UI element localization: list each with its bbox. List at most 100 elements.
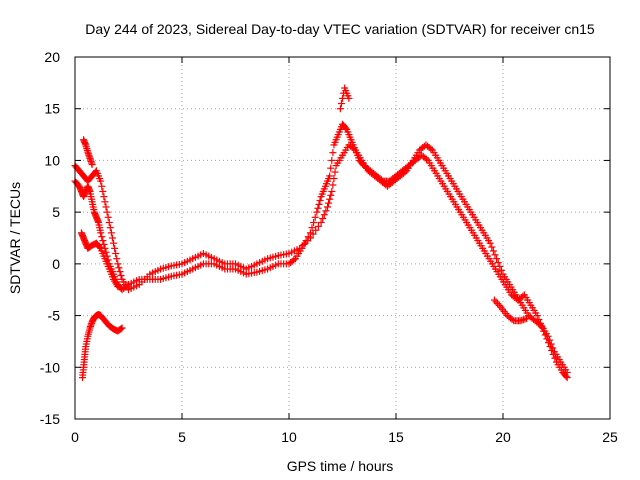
data-point: [492, 298, 500, 306]
data-points: [71, 84, 571, 382]
y-tick-label: -15: [40, 411, 60, 427]
x-tick-label: 5: [178, 429, 186, 445]
data-point: [309, 230, 317, 238]
data-point: [494, 259, 502, 267]
data-point: [96, 243, 104, 251]
data-point: [322, 207, 330, 215]
data-point: [523, 315, 531, 323]
data-point: [489, 247, 497, 255]
data-point: [104, 213, 112, 221]
data-point: [314, 222, 322, 230]
data-point: [99, 237, 107, 245]
data-point: [310, 218, 318, 226]
data-point: [111, 244, 119, 252]
data-point: [547, 340, 555, 348]
data-point: [118, 324, 126, 332]
data-point: [105, 218, 113, 226]
data-point: [117, 325, 125, 333]
data-point: [496, 262, 504, 270]
data-point: [98, 233, 106, 241]
y-tick-label: 20: [44, 49, 60, 65]
data-point: [486, 239, 494, 247]
data-point: [320, 211, 328, 219]
data-point: [422, 155, 430, 163]
data-point: [533, 312, 541, 320]
data-point: [102, 203, 110, 211]
data-point: [325, 199, 333, 207]
y-tick-label: 0: [52, 256, 60, 272]
data-point: [317, 218, 325, 226]
data-point: [103, 208, 111, 216]
data-point: [100, 240, 108, 248]
x-tick-label: 10: [281, 429, 297, 445]
data-point: [544, 332, 552, 340]
data-point: [519, 292, 527, 300]
data-point: [100, 193, 108, 201]
data-point: [508, 315, 516, 323]
data-point: [330, 175, 338, 183]
data-point: [108, 234, 116, 242]
data-point: [113, 255, 121, 263]
grid-lines: [75, 57, 610, 419]
data-point: [546, 336, 554, 344]
x-tick-label: 25: [602, 429, 618, 445]
y-tick-label: 5: [52, 204, 60, 220]
data-point: [324, 203, 332, 211]
data-point: [490, 296, 498, 304]
data-point: [491, 251, 499, 259]
x-tick-label: 15: [388, 429, 404, 445]
data-point: [300, 240, 308, 248]
data-point: [327, 164, 335, 172]
data-point: [497, 266, 505, 274]
data-point: [99, 187, 107, 195]
data-point: [312, 226, 320, 234]
data-point: [562, 372, 570, 380]
data-point: [329, 181, 337, 189]
data-point: [326, 195, 334, 203]
data-point: [316, 197, 324, 205]
data-point: [350, 145, 358, 153]
data-point: [106, 224, 114, 232]
data-point: [342, 124, 350, 132]
data-point: [331, 168, 339, 176]
data-point: [326, 172, 334, 180]
data-point: [114, 283, 122, 291]
data-point: [110, 239, 118, 247]
chart-title: Day 244 of 2023, Sidereal Day-to-day VTE…: [85, 21, 595, 37]
y-tick-label: -10: [40, 359, 60, 375]
data-point: [319, 215, 327, 223]
data-point: [115, 264, 123, 272]
data-point: [97, 177, 105, 185]
data-point: [337, 100, 345, 108]
data-point: [88, 161, 96, 169]
data-point: [488, 243, 496, 251]
data-point: [328, 156, 336, 164]
data-point: [494, 300, 502, 308]
data-point: [427, 145, 435, 153]
data-point: [549, 344, 557, 352]
data-point: [345, 94, 353, 102]
data-point: [308, 224, 316, 232]
data-point: [339, 94, 346, 102]
data-point: [329, 149, 337, 157]
data-point: [328, 187, 336, 195]
data-point: [313, 208, 321, 216]
data-point: [290, 256, 298, 264]
x-axis-label: GPS time / hours: [287, 458, 394, 474]
y-tick-label: 10: [44, 152, 60, 168]
data-point: [112, 250, 120, 258]
data-point: [563, 368, 571, 376]
axis-ticks: 0 5 10 15 20 25 -15 -10 -5 0 5 10 15 20: [40, 49, 618, 445]
data-point: [493, 255, 501, 263]
data-point: [401, 168, 409, 176]
data-point: [536, 321, 544, 329]
data-point: [327, 191, 335, 199]
data-point: [495, 301, 503, 309]
data-point: [107, 229, 115, 237]
data-point: [101, 198, 109, 206]
data-point: [315, 200, 323, 208]
data-point: [97, 229, 105, 237]
data-point: [336, 105, 344, 113]
data-point: [114, 260, 122, 268]
